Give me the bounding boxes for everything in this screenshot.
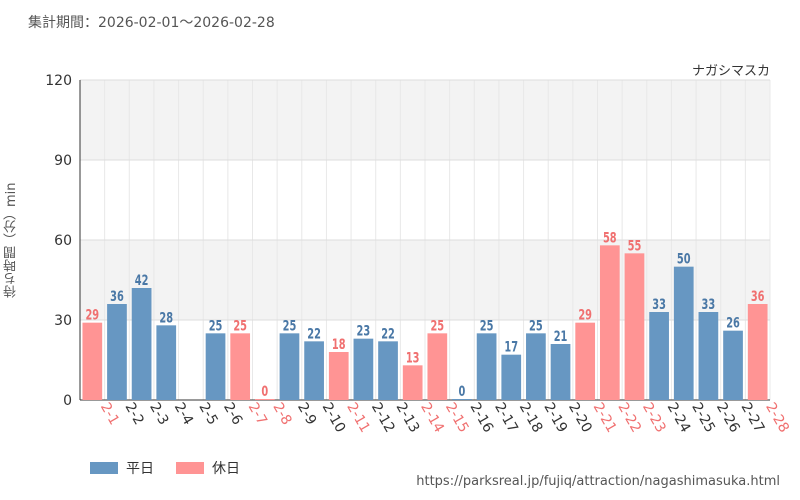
bar-value-label: 25	[480, 317, 494, 334]
x-tick-label: 2-10	[319, 400, 349, 436]
y-tick-label: 120	[45, 73, 72, 89]
x-tick-label: 2-16	[467, 400, 497, 436]
bar-value-label: 28	[159, 309, 173, 326]
bar-value-label: 23	[357, 322, 371, 339]
bar-value-label: 22	[307, 325, 321, 342]
bar	[747, 304, 768, 400]
bar	[649, 312, 669, 400]
bar	[452, 399, 472, 400]
x-tick-label: 2-22	[614, 400, 644, 436]
legend-swatch-weekday	[90, 462, 118, 474]
bar	[723, 330, 743, 400]
bar-value-label: 21	[554, 328, 568, 345]
bar-value-label: 13	[406, 349, 420, 366]
bar-value-label: 18	[332, 336, 346, 353]
x-tick-label: 2-21	[590, 400, 620, 436]
bar	[378, 341, 398, 400]
x-tick-label: 2-9	[294, 400, 319, 428]
x-tick-label: 2-4	[171, 400, 196, 428]
x-tick-label: 2-18	[516, 400, 546, 436]
x-tick-label: 2-24	[664, 400, 694, 436]
bar	[501, 354, 522, 400]
bar-value-label: 55	[628, 237, 642, 254]
bar	[550, 344, 571, 400]
x-tick-label: 2-13	[393, 400, 423, 436]
bar	[279, 333, 300, 400]
bar-value-label: 33	[652, 296, 666, 313]
bar	[304, 341, 324, 400]
x-tick-label: 2-25	[688, 400, 718, 436]
bar-value-label: 17	[504, 338, 518, 355]
attraction-name: ナガシマスカ	[691, 64, 770, 79]
bar-value-label: 29	[85, 306, 99, 323]
x-tick-label: 2-26	[713, 400, 743, 436]
bar	[698, 312, 719, 400]
legend-item-weekday: 平日	[90, 458, 154, 478]
bar-value-label: 33	[702, 296, 716, 313]
legend-item-holiday: 休日	[176, 458, 240, 478]
bar	[205, 333, 226, 400]
x-tick-label: 2-23	[639, 400, 669, 436]
x-tick-label: 2-20	[565, 400, 595, 436]
x-tick-label: 2-7	[245, 400, 270, 428]
bar	[575, 322, 596, 400]
bar	[673, 266, 694, 400]
bar	[476, 333, 497, 400]
bar	[624, 253, 645, 400]
y-tick-label: 90	[54, 153, 72, 169]
bar	[526, 333, 546, 400]
bar-value-label: 25	[430, 317, 444, 334]
bar	[107, 304, 127, 400]
bar	[230, 333, 251, 400]
bar	[427, 333, 448, 400]
legend-swatch-holiday	[176, 462, 204, 474]
legend-label-weekday: 平日	[126, 461, 154, 477]
x-tick-label: 2-2	[122, 400, 147, 428]
bar-value-label: 0	[261, 383, 268, 400]
bar	[599, 245, 620, 400]
x-tick-label: 2-12	[368, 400, 398, 436]
bar-value-label: 25	[233, 317, 247, 334]
x-tick-label: 2-1	[97, 400, 122, 428]
bar-value-label: 25	[283, 317, 297, 334]
bar-value-label: 36	[110, 288, 124, 305]
x-tick-label: 2-19	[540, 400, 570, 436]
x-tick-label: 2-15	[442, 400, 472, 436]
bar	[156, 325, 177, 400]
bar-value-label: 42	[135, 272, 149, 289]
bar-value-label: 25	[529, 317, 543, 334]
y-tick-label: 0	[63, 393, 72, 409]
x-tick-label: 2-5	[195, 400, 220, 428]
bar-value-label: 50	[677, 250, 691, 267]
bar-value-label: 0	[459, 383, 466, 400]
x-tick-label: 2-11	[343, 400, 373, 436]
bar-value-label: 58	[603, 229, 617, 246]
legend: 平日 休日	[90, 458, 240, 478]
bar	[131, 288, 152, 400]
bar	[82, 322, 103, 400]
bar	[254, 399, 275, 400]
bar-value-label: 25	[209, 317, 223, 334]
y-tick-label: 30	[54, 313, 72, 329]
bar-value-label: 29	[578, 306, 592, 323]
x-tick-label: 2-27	[738, 400, 768, 436]
period-label: 集計期間：2026-02-01～2026-02-28	[28, 15, 275, 31]
x-tick-label: 2-14	[417, 400, 447, 436]
x-tick-label: 2-3	[146, 400, 171, 428]
x-tick-label: 2-6	[220, 400, 245, 428]
x-tick-label: 2-8	[269, 400, 294, 428]
bar-value-label: 26	[726, 314, 740, 331]
legend-label-holiday: 休日	[212, 461, 240, 477]
x-tick-label: 2-28	[762, 400, 792, 436]
source-url: https://parksreal.jp/fujiq/attraction/na…	[416, 474, 780, 489]
bar	[328, 352, 349, 400]
bar	[402, 365, 423, 400]
x-tick-label: 2-17	[491, 400, 521, 436]
bar-value-label: 36	[751, 288, 765, 305]
y-tick-label: 60	[54, 233, 72, 249]
bar	[353, 338, 374, 400]
bar-value-label: 22	[381, 325, 395, 342]
